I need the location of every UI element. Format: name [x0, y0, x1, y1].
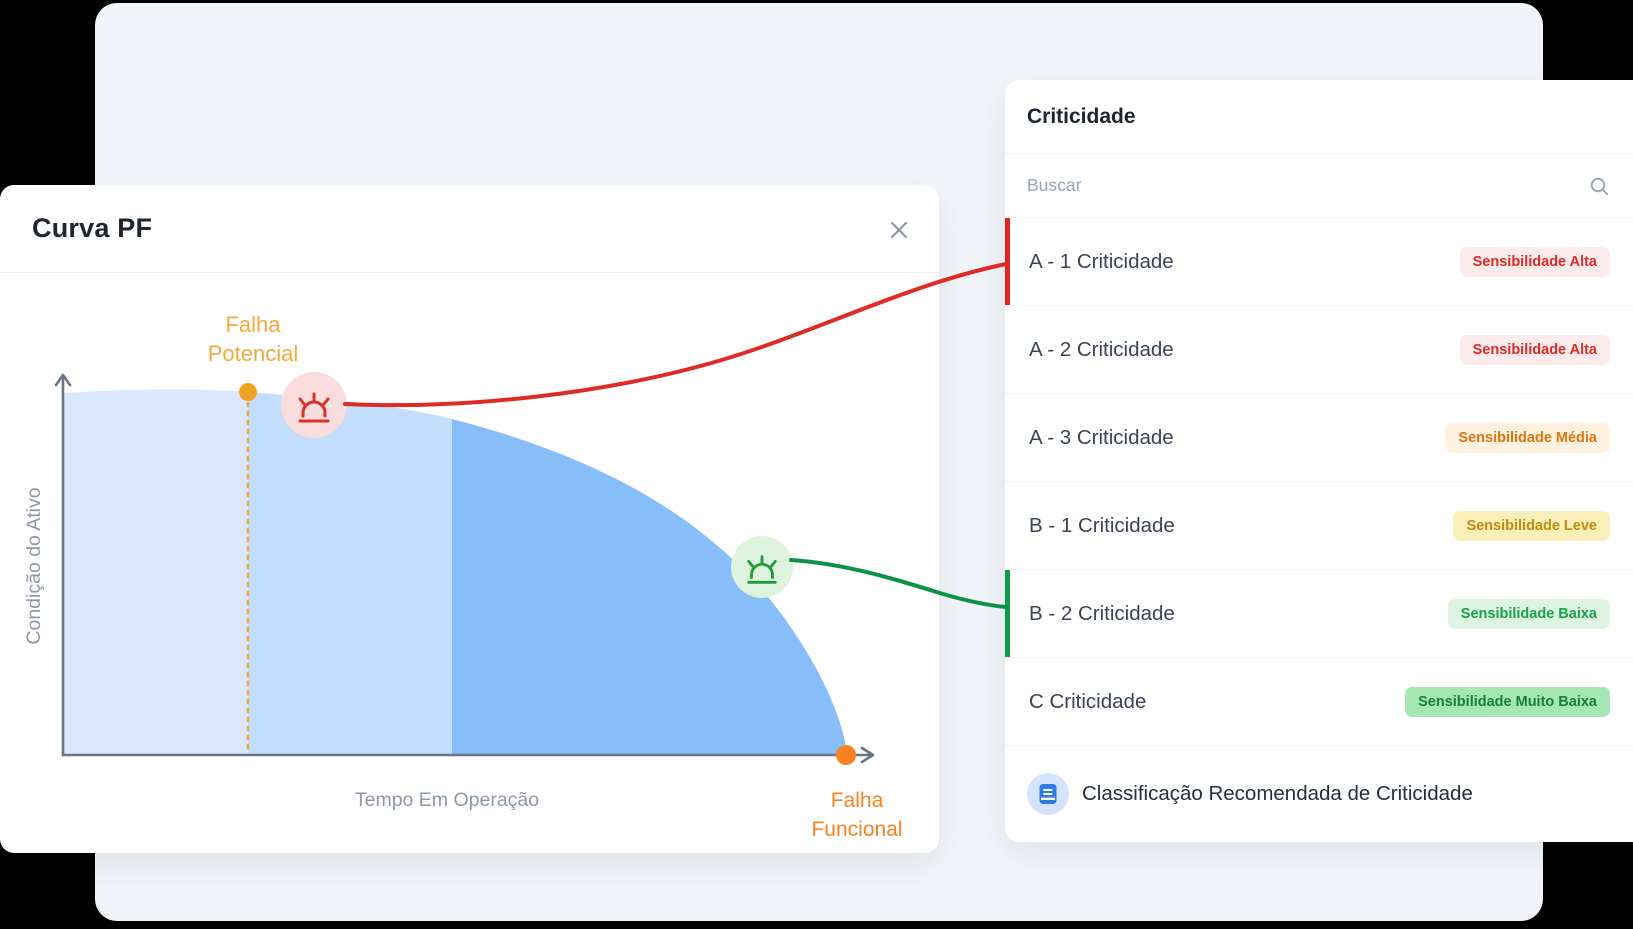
- area-zone-early: [63, 389, 248, 755]
- criticality-row-a3[interactable]: A - 3 Criticidade Sensibilidade Média: [1005, 394, 1633, 482]
- potential-failure-label-line1: Falha: [225, 312, 281, 337]
- row-label: B - 1 Criticidade: [1029, 513, 1175, 537]
- sensitivity-badge: Sensibilidade Alta: [1459, 246, 1610, 277]
- functional-failure-label-line2: Funcional: [811, 818, 902, 841]
- criticality-row-a1[interactable]: A - 1 Criticidade Sensibilidade Alta: [1005, 218, 1633, 306]
- x-axis-arrow-icon: [860, 746, 875, 764]
- row-accent-bar: [1005, 218, 1010, 305]
- area-zone-late: [452, 419, 846, 755]
- sensitivity-badge: Sensibilidade Baixa: [1447, 598, 1610, 629]
- row-accent-bar: [1005, 570, 1010, 657]
- potential-failure-point: [239, 383, 257, 401]
- sensitivity-badge: Sensibilidade Média: [1445, 422, 1610, 453]
- y-axis-label: Condição do Ativo: [23, 487, 45, 644]
- pf-curve-modal: Curva PF: [0, 185, 939, 853]
- book-icon: [1039, 784, 1057, 804]
- criticality-row-b1[interactable]: B - 1 Criticidade Sensibilidade Leve: [1005, 482, 1633, 570]
- recommended-classification-row[interactable]: Classificação Recomendada de Criticidade: [1005, 746, 1633, 842]
- criticality-panel: Criticidade A - 1 Criticidade Sensibilid…: [1005, 80, 1633, 842]
- pf-curve-chart: Tempo Em Operação Condição do Ativo Falh…: [23, 312, 903, 841]
- row-label: A - 3 Criticidade: [1029, 425, 1174, 449]
- criticality-header: Criticidade: [1005, 80, 1633, 154]
- functional-failure-point: [836, 745, 856, 765]
- sensitivity-badge: Sensibilidade Muito Baixa: [1405, 686, 1610, 717]
- search-icon: [1590, 177, 1609, 196]
- criticality-row-c[interactable]: C Criticidade Sensibilidade Muito Baixa: [1005, 658, 1633, 746]
- pf-curve-title: Curva PF: [32, 213, 153, 243]
- row-label: B - 2 Criticidade: [1029, 601, 1175, 625]
- row-label: C Criticidade: [1029, 689, 1147, 713]
- x-axis-label: Tempo Em Operação: [355, 789, 539, 811]
- y-axis-arrow-icon: [54, 373, 72, 387]
- close-icon: [890, 221, 908, 239]
- siren-red-icon: [298, 392, 330, 423]
- criticality-search-row: [1005, 154, 1633, 218]
- siren-green-icon: [747, 555, 777, 584]
- functional-failure-label-line1: Falha: [831, 789, 884, 812]
- criticality-row-b2[interactable]: B - 2 Criticidade Sensibilidade Baixa: [1005, 570, 1633, 658]
- functional-failure-alert[interactable]: [731, 536, 793, 598]
- row-label: A - 2 Criticidade: [1029, 337, 1174, 361]
- area-zone-middle: [248, 392, 452, 755]
- book-icon-circle: [1027, 773, 1069, 815]
- row-label: A - 1 Criticidade: [1029, 249, 1174, 273]
- recommended-classification-label: Classificação Recomendada de Criticidade: [1082, 782, 1473, 805]
- sensitivity-badge: Sensibilidade Alta: [1459, 334, 1610, 365]
- close-button[interactable]: [887, 218, 911, 242]
- potential-failure-alert[interactable]: [281, 372, 347, 438]
- search-input[interactable]: [1027, 175, 1610, 196]
- criticality-row-a2[interactable]: A - 2 Criticidade Sensibilidade Alta: [1005, 306, 1633, 394]
- potential-failure-label-line2: Potencial: [208, 341, 299, 366]
- condition-area-fill: [63, 389, 846, 755]
- criticality-title: Criticidade: [1027, 104, 1136, 128]
- sensitivity-badge: Sensibilidade Leve: [1453, 510, 1610, 541]
